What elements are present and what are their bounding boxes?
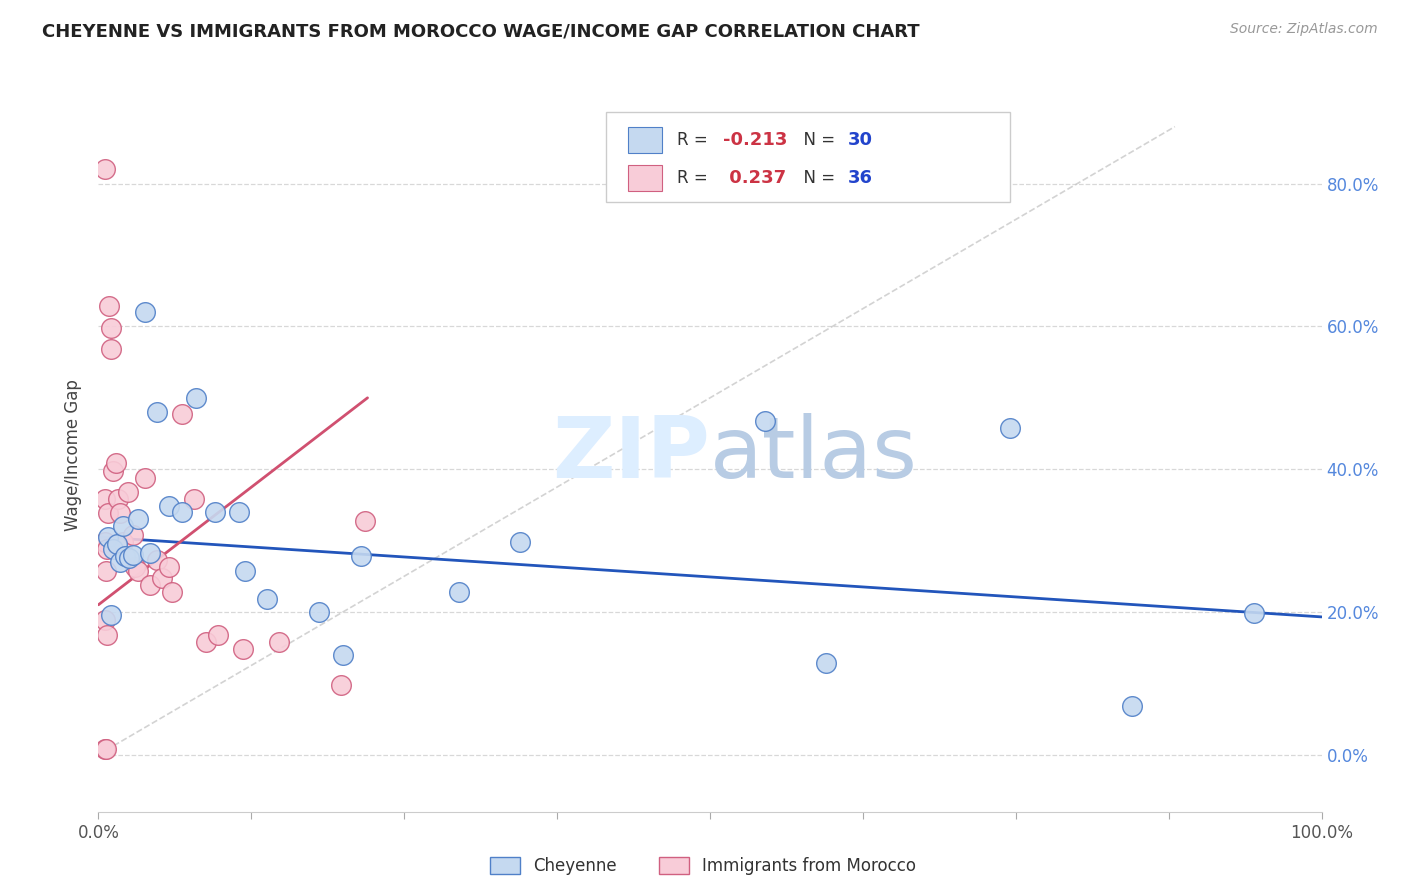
- Point: [93, 742, 115, 756]
- Point: [139, 546, 162, 560]
- Point: [134, 305, 156, 319]
- Text: N =: N =: [793, 131, 841, 149]
- Text: N =: N =: [793, 169, 841, 187]
- Point: [269, 635, 291, 649]
- Point: [93, 162, 115, 177]
- Point: [160, 585, 183, 599]
- Point: [94, 742, 117, 756]
- Point: [308, 605, 330, 619]
- Point: [256, 592, 278, 607]
- Point: [114, 549, 136, 564]
- Point: [1243, 607, 1265, 621]
- Point: [105, 537, 128, 551]
- Point: [139, 578, 162, 592]
- Point: [449, 585, 471, 599]
- Text: ZIP: ZIP: [553, 413, 710, 497]
- Y-axis label: Wage/Income Gap: Wage/Income Gap: [65, 379, 83, 531]
- Point: [121, 548, 143, 562]
- Point: [104, 457, 127, 471]
- Point: [111, 519, 134, 533]
- Point: [754, 414, 776, 428]
- Point: [100, 343, 122, 357]
- Point: [117, 485, 139, 500]
- FancyBboxPatch shape: [628, 165, 662, 191]
- Point: [101, 464, 124, 478]
- Point: [97, 507, 120, 521]
- Point: [97, 530, 120, 544]
- Point: [186, 391, 208, 405]
- Point: [94, 564, 117, 578]
- Point: [350, 549, 373, 564]
- Point: [110, 507, 132, 521]
- Point: [354, 514, 377, 528]
- Point: [146, 553, 169, 567]
- Point: [207, 628, 229, 642]
- Point: [110, 555, 132, 569]
- Point: [100, 321, 122, 335]
- Point: [124, 560, 146, 574]
- Text: R =: R =: [678, 169, 713, 187]
- Text: CHEYENNE VS IMMIGRANTS FROM MOROCCO WAGE/INCOME GAP CORRELATION CHART: CHEYENNE VS IMMIGRANTS FROM MOROCCO WAGE…: [42, 22, 920, 40]
- Point: [157, 500, 180, 514]
- Point: [195, 635, 218, 649]
- FancyBboxPatch shape: [606, 112, 1010, 202]
- Point: [121, 528, 143, 542]
- Point: [150, 571, 173, 585]
- Point: [509, 535, 531, 549]
- Point: [93, 535, 115, 549]
- Point: [98, 300, 121, 314]
- Point: [107, 492, 129, 507]
- Point: [127, 564, 149, 578]
- Point: [96, 542, 118, 557]
- Point: [815, 657, 838, 671]
- Point: [93, 492, 115, 507]
- Point: [127, 512, 149, 526]
- Point: [232, 642, 254, 657]
- Point: [96, 628, 118, 642]
- Point: [233, 564, 256, 578]
- Text: R =: R =: [678, 131, 713, 149]
- Text: 0.237: 0.237: [724, 169, 786, 187]
- Point: [170, 505, 193, 519]
- Point: [204, 505, 226, 519]
- Legend: Cheyenne, Immigrants from Morocco: Cheyenne, Immigrants from Morocco: [482, 849, 924, 884]
- Point: [183, 492, 205, 507]
- Point: [101, 542, 124, 557]
- Point: [100, 608, 122, 623]
- Point: [118, 551, 141, 566]
- Point: [329, 678, 352, 692]
- Point: [1121, 699, 1143, 714]
- Text: atlas: atlas: [710, 413, 918, 497]
- Text: -0.213: -0.213: [724, 131, 787, 149]
- Point: [998, 421, 1021, 435]
- Text: 36: 36: [848, 169, 873, 187]
- Text: Source: ZipAtlas.com: Source: ZipAtlas.com: [1230, 22, 1378, 37]
- Point: [170, 407, 193, 421]
- Point: [332, 648, 354, 662]
- FancyBboxPatch shape: [628, 127, 662, 153]
- Point: [111, 535, 134, 549]
- Point: [146, 405, 169, 419]
- Point: [134, 471, 156, 485]
- Point: [157, 560, 180, 574]
- Point: [228, 505, 250, 519]
- Point: [93, 614, 115, 628]
- Text: 30: 30: [848, 131, 873, 149]
